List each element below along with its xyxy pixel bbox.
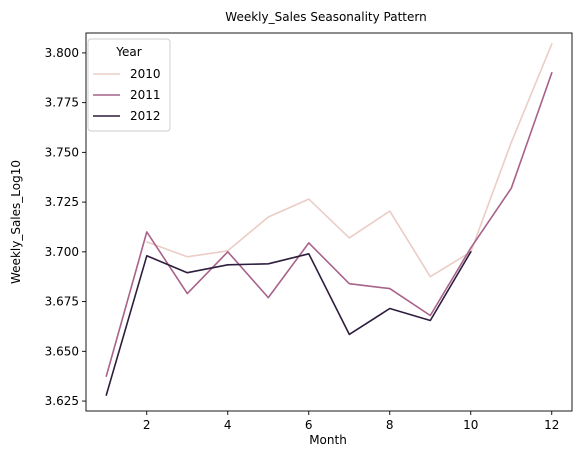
y-tick-label: 3.700 bbox=[45, 245, 79, 259]
legend-label-2012: 2012 bbox=[130, 109, 161, 123]
legend: Year 2010 2011 2012 bbox=[87, 38, 171, 132]
y-tick-label: 3.775 bbox=[45, 96, 79, 110]
y-tick-label: 3.675 bbox=[45, 295, 79, 309]
legend-label-2010: 2010 bbox=[130, 67, 161, 81]
series-line-2010 bbox=[146, 43, 553, 278]
x-tick-label: 2 bbox=[143, 418, 151, 432]
legend-title: Year bbox=[115, 45, 141, 59]
chart-title: Weekly_Sales Seasonality Pattern bbox=[225, 10, 426, 24]
y-tick-label: 3.800 bbox=[45, 46, 79, 60]
x-tick-label: 8 bbox=[386, 418, 394, 432]
x-tick-label: 4 bbox=[224, 418, 232, 432]
y-axis-label: Weekly_Sales_Log10 bbox=[9, 160, 23, 284]
series-line-2012 bbox=[105, 251, 472, 396]
y-tick-label: 3.650 bbox=[45, 344, 79, 358]
x-tick-label: 6 bbox=[305, 418, 313, 432]
y-tick-label: 3.725 bbox=[45, 195, 79, 209]
plot-frame bbox=[85, 32, 573, 412]
y-tick-label: 3.750 bbox=[45, 145, 79, 159]
x-axis-label: Month bbox=[309, 433, 347, 447]
plot-area bbox=[105, 43, 553, 396]
y-tick-label: 3.625 bbox=[45, 394, 79, 408]
x-tick-label: 10 bbox=[463, 418, 478, 432]
x-tick-label: 12 bbox=[544, 418, 559, 432]
legend-label-2011: 2011 bbox=[130, 88, 161, 102]
series-line-2011 bbox=[105, 72, 553, 378]
legend-box bbox=[87, 38, 171, 132]
